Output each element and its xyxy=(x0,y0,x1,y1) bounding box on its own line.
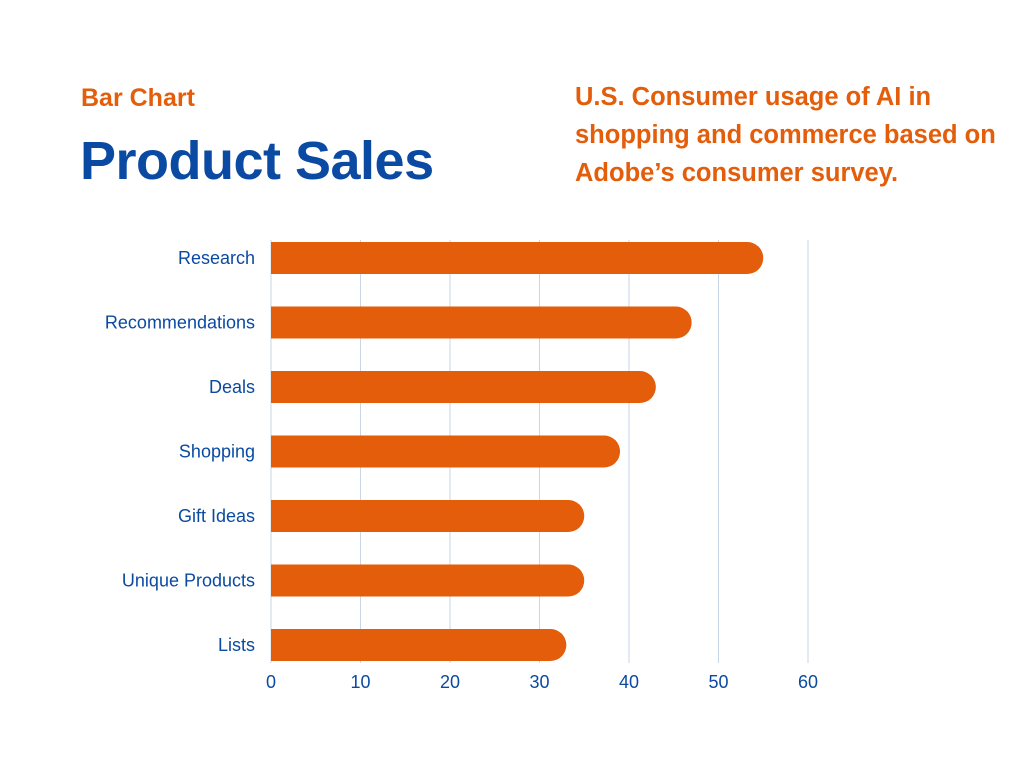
x-tick-label: 20 xyxy=(440,672,460,692)
category-label: Recommendations xyxy=(105,313,255,333)
x-tick-label: 0 xyxy=(266,672,276,692)
category-label: Lists xyxy=(218,635,255,655)
bar-research xyxy=(271,242,764,274)
x-axis-tick-labels: 0 10 20 30 40 50 60 xyxy=(266,672,818,692)
category-label: Gift Ideas xyxy=(178,506,255,526)
bar-recommendations xyxy=(271,306,692,339)
category-label: Shopping xyxy=(179,442,255,462)
bar-unique-products xyxy=(271,564,585,597)
x-tick-label: 40 xyxy=(619,672,639,692)
x-tick-label: 60 xyxy=(798,672,818,692)
bar-shopping xyxy=(271,435,621,468)
chart-subtitle: U.S. Consumer usage of AI in shopping an… xyxy=(575,83,996,187)
bar-gift-ideas xyxy=(271,500,585,532)
bar-deals xyxy=(271,371,656,403)
chart-eyebrow-label: Bar Chart xyxy=(81,84,195,112)
page-title: Product Sales xyxy=(80,131,434,191)
category-labels: Research Recommendations Deals Shopping Gift… xyxy=(105,248,255,655)
x-tick-label: 50 xyxy=(708,672,728,692)
category-label: Deals xyxy=(209,377,255,397)
x-tick-label: 10 xyxy=(350,672,370,692)
x-tick-label: 30 xyxy=(529,672,549,692)
category-label: Research xyxy=(178,248,255,268)
category-label: Unique Products xyxy=(122,571,255,591)
bar-lists xyxy=(271,629,567,661)
bars xyxy=(271,242,764,661)
